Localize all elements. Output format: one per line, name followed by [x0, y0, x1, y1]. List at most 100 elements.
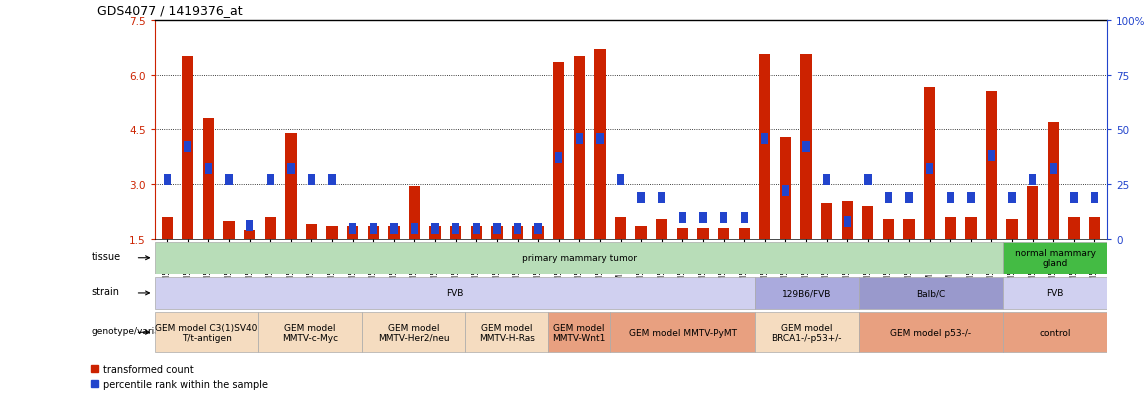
Bar	[155, 278, 755, 309]
Bar	[924, 88, 935, 240]
Bar	[858, 278, 1004, 309]
Bar	[905, 192, 913, 204]
Bar	[700, 212, 707, 223]
Bar	[286, 134, 297, 240]
Bar	[1006, 219, 1017, 240]
Text: 129B6/FVB: 129B6/FVB	[782, 289, 832, 298]
Bar	[349, 223, 357, 234]
Bar	[473, 223, 479, 234]
Bar	[265, 218, 276, 240]
Bar	[635, 227, 647, 240]
Bar	[1027, 187, 1038, 240]
Bar	[224, 221, 235, 240]
Bar	[762, 133, 768, 144]
Bar	[245, 221, 253, 232]
Text: GEM model p53-/-: GEM model p53-/-	[890, 328, 972, 337]
Bar	[617, 175, 624, 186]
Bar	[594, 50, 606, 240]
Bar	[864, 175, 872, 186]
Bar	[755, 313, 858, 352]
Bar	[555, 153, 562, 164]
Bar	[155, 242, 1004, 274]
Bar	[155, 313, 258, 352]
Bar	[388, 227, 399, 240]
Bar	[741, 212, 748, 223]
Bar	[988, 151, 996, 162]
Bar	[638, 192, 645, 204]
Bar	[369, 223, 377, 234]
Bar	[390, 223, 398, 234]
Bar	[535, 223, 541, 234]
Bar	[858, 313, 1004, 352]
Text: GEM model
MMTV-H-Ras: GEM model MMTV-H-Ras	[478, 323, 535, 342]
Bar	[348, 227, 358, 240]
Bar	[1004, 278, 1107, 309]
Bar	[985, 92, 997, 240]
Bar	[328, 175, 336, 186]
Legend: transformed count, percentile rank within the sample: transformed count, percentile rank withi…	[91, 364, 267, 389]
Bar	[182, 57, 194, 240]
Text: GEM model MMTV-PyMT: GEM model MMTV-PyMT	[629, 328, 736, 337]
Bar	[431, 223, 439, 234]
Bar	[610, 313, 755, 352]
Bar	[411, 223, 419, 234]
Text: Balb/C: Balb/C	[916, 289, 945, 298]
Bar	[258, 313, 361, 352]
Bar	[759, 55, 771, 240]
Bar	[491, 227, 502, 240]
Bar	[863, 207, 874, 240]
Bar	[1089, 218, 1100, 240]
Bar	[225, 175, 233, 186]
Bar	[493, 223, 500, 234]
Bar	[553, 63, 564, 240]
Bar	[596, 133, 603, 144]
Bar	[514, 223, 521, 234]
Text: control: control	[1039, 328, 1071, 337]
Bar	[185, 142, 192, 153]
Bar	[842, 201, 853, 240]
Bar	[658, 192, 665, 204]
Bar	[926, 164, 934, 175]
Bar	[466, 313, 548, 352]
Bar	[287, 164, 295, 175]
Bar	[946, 192, 954, 204]
Text: GEM model C3(1)SV40
T/t-antigen: GEM model C3(1)SV40 T/t-antigen	[155, 323, 258, 342]
Bar	[204, 164, 212, 175]
Bar	[1091, 192, 1098, 204]
Bar	[470, 227, 482, 240]
Bar	[307, 175, 315, 186]
Bar	[408, 187, 420, 240]
Text: GEM model
MMTV-Her2/neu: GEM model MMTV-Her2/neu	[377, 323, 450, 342]
Bar	[679, 212, 686, 223]
Bar	[162, 218, 173, 240]
Text: FVB: FVB	[1046, 289, 1063, 298]
Bar	[532, 227, 544, 240]
Bar	[782, 186, 789, 197]
Bar	[904, 219, 914, 240]
Bar	[965, 218, 976, 240]
Text: tissue: tissue	[92, 252, 120, 261]
Bar	[361, 313, 466, 352]
Text: genotype/variation: genotype/variation	[92, 326, 178, 335]
Bar	[945, 218, 955, 240]
Bar	[548, 313, 610, 352]
Bar	[512, 227, 523, 240]
Bar	[718, 229, 729, 240]
Bar	[739, 229, 750, 240]
Bar	[720, 212, 727, 223]
Bar	[266, 175, 274, 186]
Bar	[1068, 218, 1079, 240]
Text: GEM model
BRCA1-/-p53+/-: GEM model BRCA1-/-p53+/-	[772, 323, 842, 342]
Bar	[1047, 123, 1059, 240]
Bar	[1070, 192, 1077, 204]
Bar	[884, 192, 892, 204]
Bar	[843, 216, 851, 228]
Text: normal mammary
gland: normal mammary gland	[1015, 249, 1095, 268]
Bar	[615, 218, 626, 240]
Text: GDS4077 / 1419376_at: GDS4077 / 1419376_at	[97, 4, 243, 17]
Bar	[327, 227, 337, 240]
Text: primary mammary tumor: primary mammary tumor	[522, 254, 637, 263]
Bar	[677, 229, 688, 240]
Bar	[780, 138, 791, 240]
Bar	[306, 225, 317, 240]
